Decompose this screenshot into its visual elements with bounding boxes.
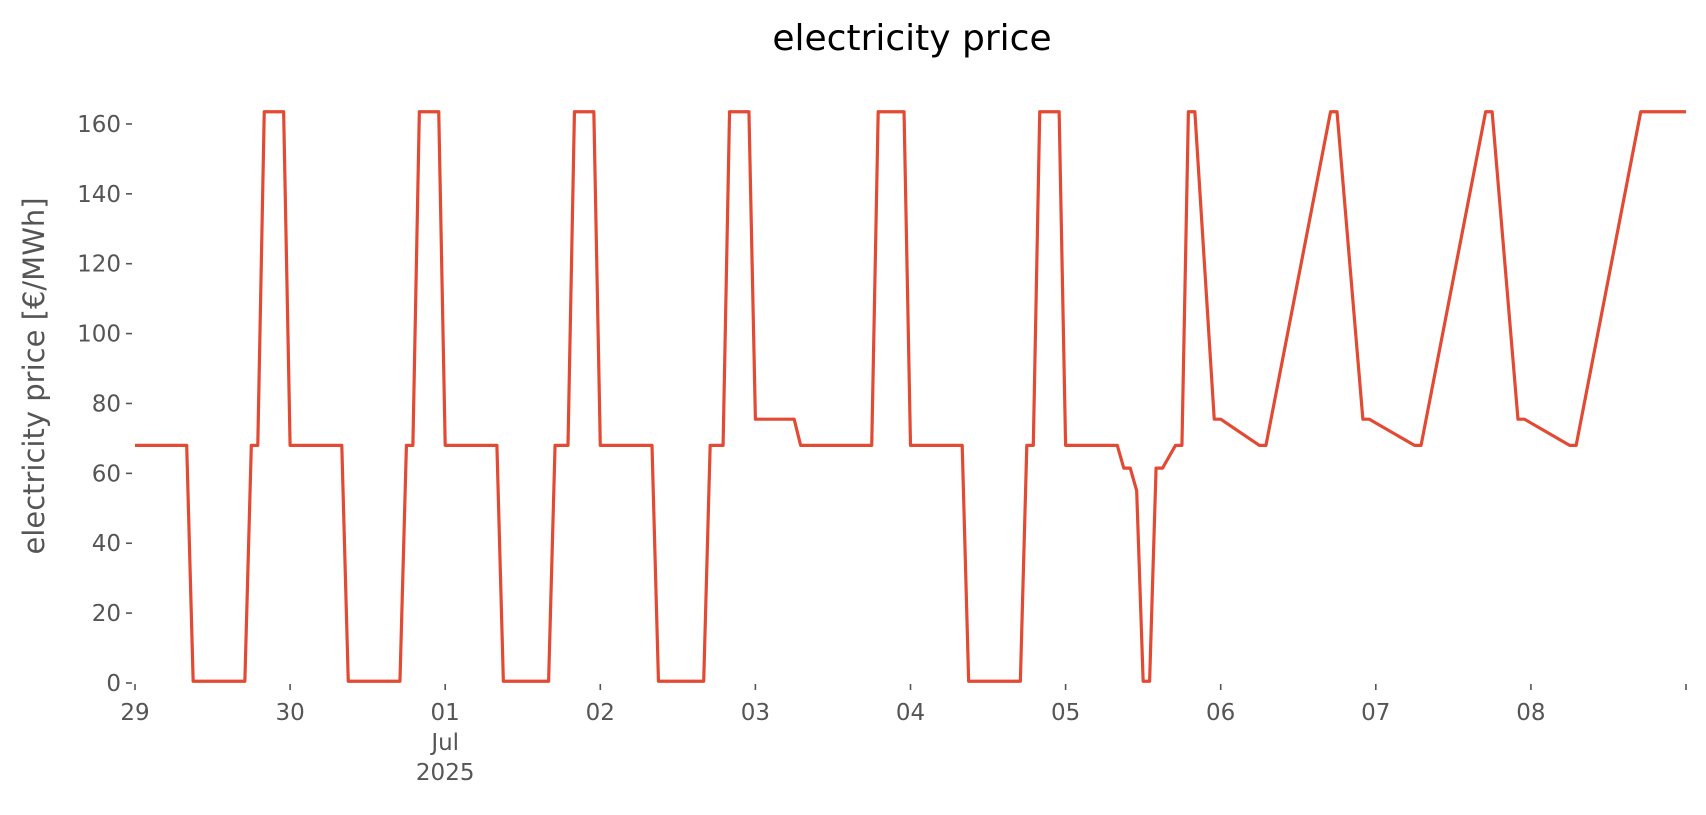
y-tick-label: 160 <box>77 112 121 138</box>
x-tick-label: 03 <box>741 700 770 726</box>
y-tick-label: 40 <box>92 531 121 557</box>
y-tick-label: 100 <box>77 322 121 348</box>
y-tick-label: 60 <box>92 461 121 487</box>
y-tick-label: 140 <box>77 182 121 208</box>
y-tick-label: 80 <box>92 391 121 417</box>
y-tick-label: 20 <box>92 601 121 627</box>
x-tick-label: 05 <box>1051 700 1080 726</box>
series-line <box>135 110 1686 683</box>
y-tick-label: 0 <box>106 671 121 697</box>
plot-area <box>135 110 1686 683</box>
x-tick-label: 02 <box>586 700 615 726</box>
x-tick-label: 29 <box>120 700 149 726</box>
x-tick-sublabel: Jul <box>429 730 459 756</box>
chart-title: electricity price <box>772 18 1051 59</box>
x-tick-label: 04 <box>896 700 925 726</box>
y-axis-label: electricity price [€/MWh] <box>17 197 51 554</box>
y-axis: 0 20 40 60 80 100 120 140 160 <box>77 112 132 697</box>
x-tick-sublabel: 2025 <box>416 760 475 786</box>
x-tick-label: 08 <box>1516 700 1545 726</box>
x-tick-label: 06 <box>1206 700 1235 726</box>
x-tick-label: 07 <box>1361 700 1390 726</box>
x-axis: 29 30 01 Jul 2025 02 03 04 05 06 07 08 <box>120 684 1687 786</box>
x-tick-label: 01 <box>431 700 460 726</box>
x-tick-label: 30 <box>275 700 304 726</box>
y-tick-label: 120 <box>77 252 121 278</box>
